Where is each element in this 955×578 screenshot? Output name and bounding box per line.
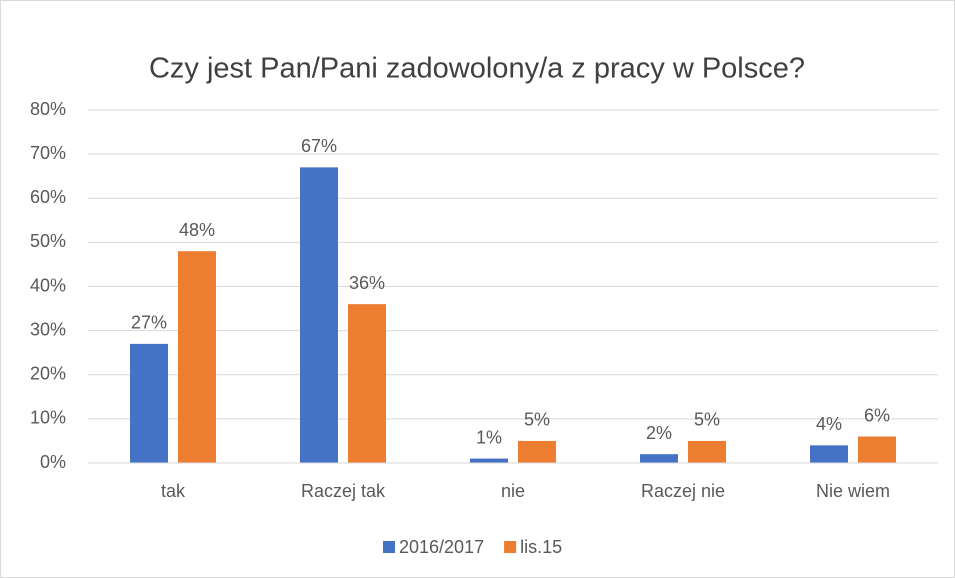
y-tick-label: 80% <box>30 99 66 119</box>
bar <box>810 445 848 463</box>
x-tick-label: Raczej nie <box>641 481 725 501</box>
data-label: 2% <box>646 423 672 443</box>
data-label: 48% <box>179 220 215 240</box>
y-tick-label: 40% <box>30 275 66 295</box>
x-tick-label: tak <box>161 481 186 501</box>
bar <box>688 440 726 463</box>
bar <box>640 454 678 463</box>
legend-swatch <box>504 541 517 553</box>
bar <box>178 251 216 463</box>
bar <box>348 304 386 463</box>
x-tick-label: nie <box>501 481 525 501</box>
data-label: 27% <box>131 313 167 333</box>
data-label: 67% <box>301 136 337 156</box>
y-tick-label: 30% <box>30 319 66 339</box>
legend-swatch <box>383 541 395 553</box>
bar <box>300 167 338 464</box>
legend-label: 2016/2017 <box>399 537 484 557</box>
y-tick-label: 0% <box>40 452 66 472</box>
bar <box>470 458 508 463</box>
chart-title: Czy jest Pan/Pani zadowolony/a z pracy w… <box>149 53 805 85</box>
data-label: 6% <box>864 405 890 425</box>
bar <box>130 343 168 463</box>
y-tick-label: 20% <box>30 364 66 384</box>
data-label: 5% <box>524 410 550 430</box>
x-tick-label: Nie wiem <box>816 481 890 501</box>
data-label: 1% <box>476 427 502 447</box>
data-label: 4% <box>816 414 842 434</box>
y-tick-label: 70% <box>30 143 66 163</box>
x-tick-label: Raczej tak <box>301 481 386 501</box>
y-tick-label: 50% <box>30 231 66 251</box>
bar <box>518 440 556 463</box>
data-label: 5% <box>694 410 720 430</box>
y-tick-label: 10% <box>30 408 66 428</box>
bar <box>858 436 896 463</box>
y-tick-label: 60% <box>30 187 66 207</box>
legend-label: lis.15 <box>520 537 562 557</box>
data-label: 36% <box>349 273 385 293</box>
